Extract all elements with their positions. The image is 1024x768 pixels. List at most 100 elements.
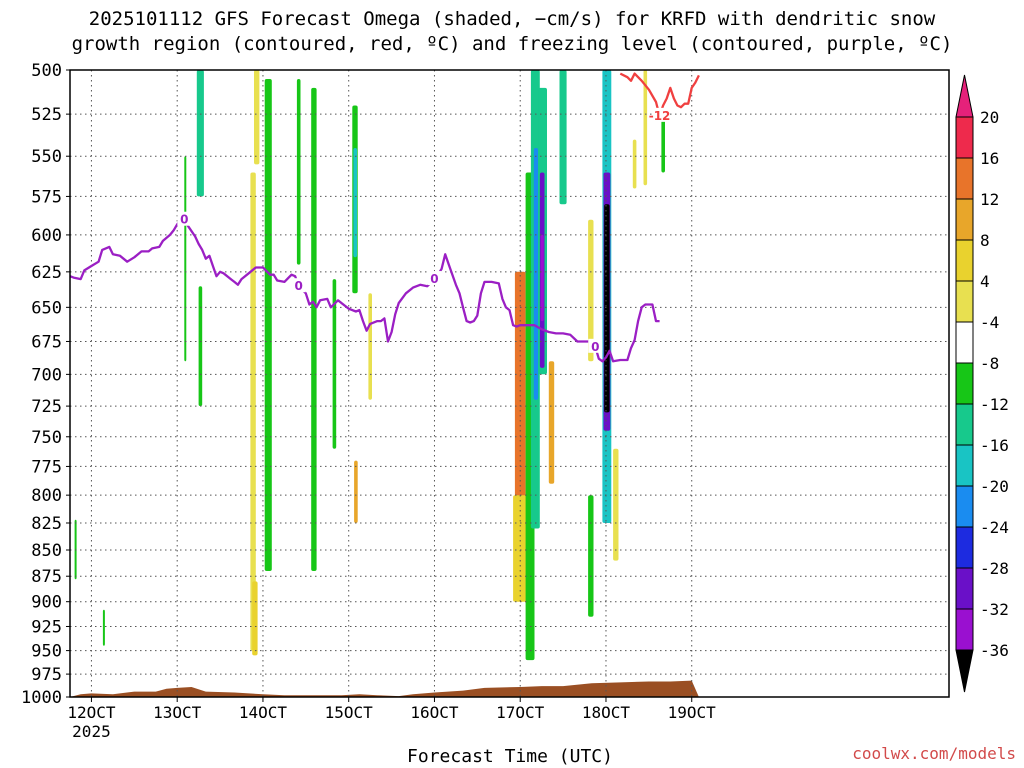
x-tick-label-12OCT: 12OCT: [67, 703, 116, 722]
source-credit[interactable]: coolwx.com/models: [852, 744, 1016, 763]
y-tick-label-900: 900: [31, 593, 62, 613]
freezing-level-line: [69, 218, 660, 363]
y-tick-label-850: 850: [31, 541, 62, 561]
colorbar-segment-4: [955, 280, 974, 323]
y-tick-label-800: 800: [31, 486, 62, 506]
y-tick-label-775: 775: [31, 457, 62, 477]
y-tick-label-750: 750: [31, 428, 62, 448]
dendritic-growth-label-bg: [652, 107, 667, 122]
omega-cell-4: [198, 286, 203, 407]
y-tick-label-1000: 1000: [21, 688, 62, 708]
y-tick-label-675: 675: [31, 332, 62, 352]
omega-cell-32: [632, 139, 637, 189]
colorbar-label--20: -20: [980, 477, 1009, 496]
colorbar-segment-10: [955, 526, 974, 569]
colorbar-segment-8: [955, 444, 974, 487]
x-tick-sublabel-year: 2025: [72, 722, 111, 741]
y-tick-label-500: 500: [31, 61, 62, 81]
freezing-level-label-4-bg: [588, 338, 603, 353]
dendritic-growth-label: -12: [649, 109, 671, 123]
freezing-level-label-4: 0: [591, 340, 599, 354]
y-tick-label-925: 925: [31, 617, 62, 637]
colorbar-label--24: -24: [980, 518, 1009, 537]
chart-title-line-1: 2025101112 GFS Forecast Omega (shaded, −…: [88, 8, 936, 30]
colorbar-label-4: 4: [980, 272, 990, 291]
omega-cell-34: [661, 114, 665, 173]
surface-terrain-area: [70, 680, 699, 697]
omega-cell-17: [513, 495, 528, 602]
dendritic-growth-line: [619, 72, 700, 118]
omega-cell-1: [102, 609, 105, 646]
omega-cell-7: [252, 581, 258, 656]
x-tick-label-17OCT: 17OCT: [496, 703, 545, 722]
colorbar-max-arrow: [955, 74, 974, 118]
contour-layer: 0 0 0 0 -12: [69, 72, 700, 363]
plot-frame: [69, 69, 950, 698]
x-tick-label-16OCT: 16OCT: [410, 703, 459, 722]
omega-cell-20: [533, 148, 539, 400]
x-axis-label: Forecast Time (UTC): [407, 746, 613, 767]
colorbar-segment-5: [955, 321, 974, 364]
colorbar-label--16: -16: [980, 436, 1009, 455]
colorbar-label-8: 8: [980, 231, 990, 250]
y-tick-label-550: 550: [31, 147, 62, 167]
surface-terrain-layer: [70, 680, 699, 697]
y-axis: 500 525 550 575 600 625 650 675 700 725 750 775 800 8…: [21, 61, 70, 708]
y-tick-label-725: 725: [31, 397, 62, 417]
x-tick-label-14OCT: 14OCT: [239, 703, 288, 722]
colorbar-segment-11: [955, 567, 974, 610]
colorbar-label-20: 20: [980, 108, 999, 127]
colorbar-segment-2: [955, 198, 974, 241]
omega-cell-8: [264, 79, 272, 571]
y-tick-label-975: 975: [31, 665, 62, 685]
colorbar-label-16: 16: [980, 149, 999, 168]
colorbar-segment-9: [955, 485, 974, 528]
y-tick-label-625: 625: [31, 263, 62, 283]
omega-cell-5: [254, 70, 260, 165]
colorbar-segment-6: [955, 362, 974, 405]
omega-cell-9: [296, 79, 301, 265]
colorbar-label--4: -4: [980, 313, 999, 332]
colorbar-label--36: -36: [980, 641, 1009, 660]
colorbar-segment-0: [955, 116, 974, 159]
omega-cell-14: [354, 460, 358, 523]
y-tick-label-950: 950: [31, 642, 62, 662]
omega-cell-15: [368, 293, 372, 400]
freezing-level-label-1: 0: [180, 213, 188, 227]
omega-cell-23: [540, 234, 544, 322]
omega-cell-2: [184, 156, 187, 362]
y-tick-label-575: 575: [31, 187, 62, 207]
freezing-level-label-2-bg: [291, 278, 306, 293]
colorbar-label--28: -28: [980, 559, 1009, 578]
y-tick-label-600: 600: [31, 226, 62, 246]
freezing-level-label-3: 0: [430, 272, 438, 286]
omega-cell-26: [588, 219, 594, 362]
omega-shading-layer: [74, 70, 665, 661]
chart-title-line-2: growth region (contoured, red, ºC) and f…: [71, 33, 953, 55]
omega-cell-6: [250, 172, 256, 651]
colorbar-label-12: 12: [980, 190, 999, 209]
omega-cell-25: [559, 70, 567, 205]
colorbar-segment-7: [955, 403, 974, 446]
omega-cell-13: [353, 148, 357, 258]
colorbar-min-arrow: [955, 649, 974, 693]
colorbar-segment-12: [955, 608, 974, 651]
omega-cell-31: [613, 448, 619, 561]
colorbar-label--8: -8: [980, 354, 999, 373]
omega-cell-24: [548, 361, 555, 484]
freezing-level-label-1-bg: [177, 211, 192, 226]
y-tick-label-700: 700: [31, 365, 62, 385]
x-tick-label-15OCT: 15OCT: [325, 703, 374, 722]
y-tick-label-875: 875: [31, 567, 62, 587]
freezing-level-label-3-bg: [427, 271, 442, 286]
freezing-level-label-2: 0: [295, 279, 303, 293]
colorbar-label--12: -12: [980, 395, 1009, 414]
colorbar: 20 16 12 8 4 -4 -8 -12 -16 -20 -24 -28 -32 -36: [955, 74, 1009, 693]
omega-cell-27: [588, 495, 594, 617]
omega-cell-30: [604, 204, 610, 413]
x-tick-label-13OCT: 13OCT: [153, 703, 202, 722]
x-tick-label-19OCT: 19OCT: [668, 703, 717, 722]
omega-cell-3: [196, 70, 204, 197]
